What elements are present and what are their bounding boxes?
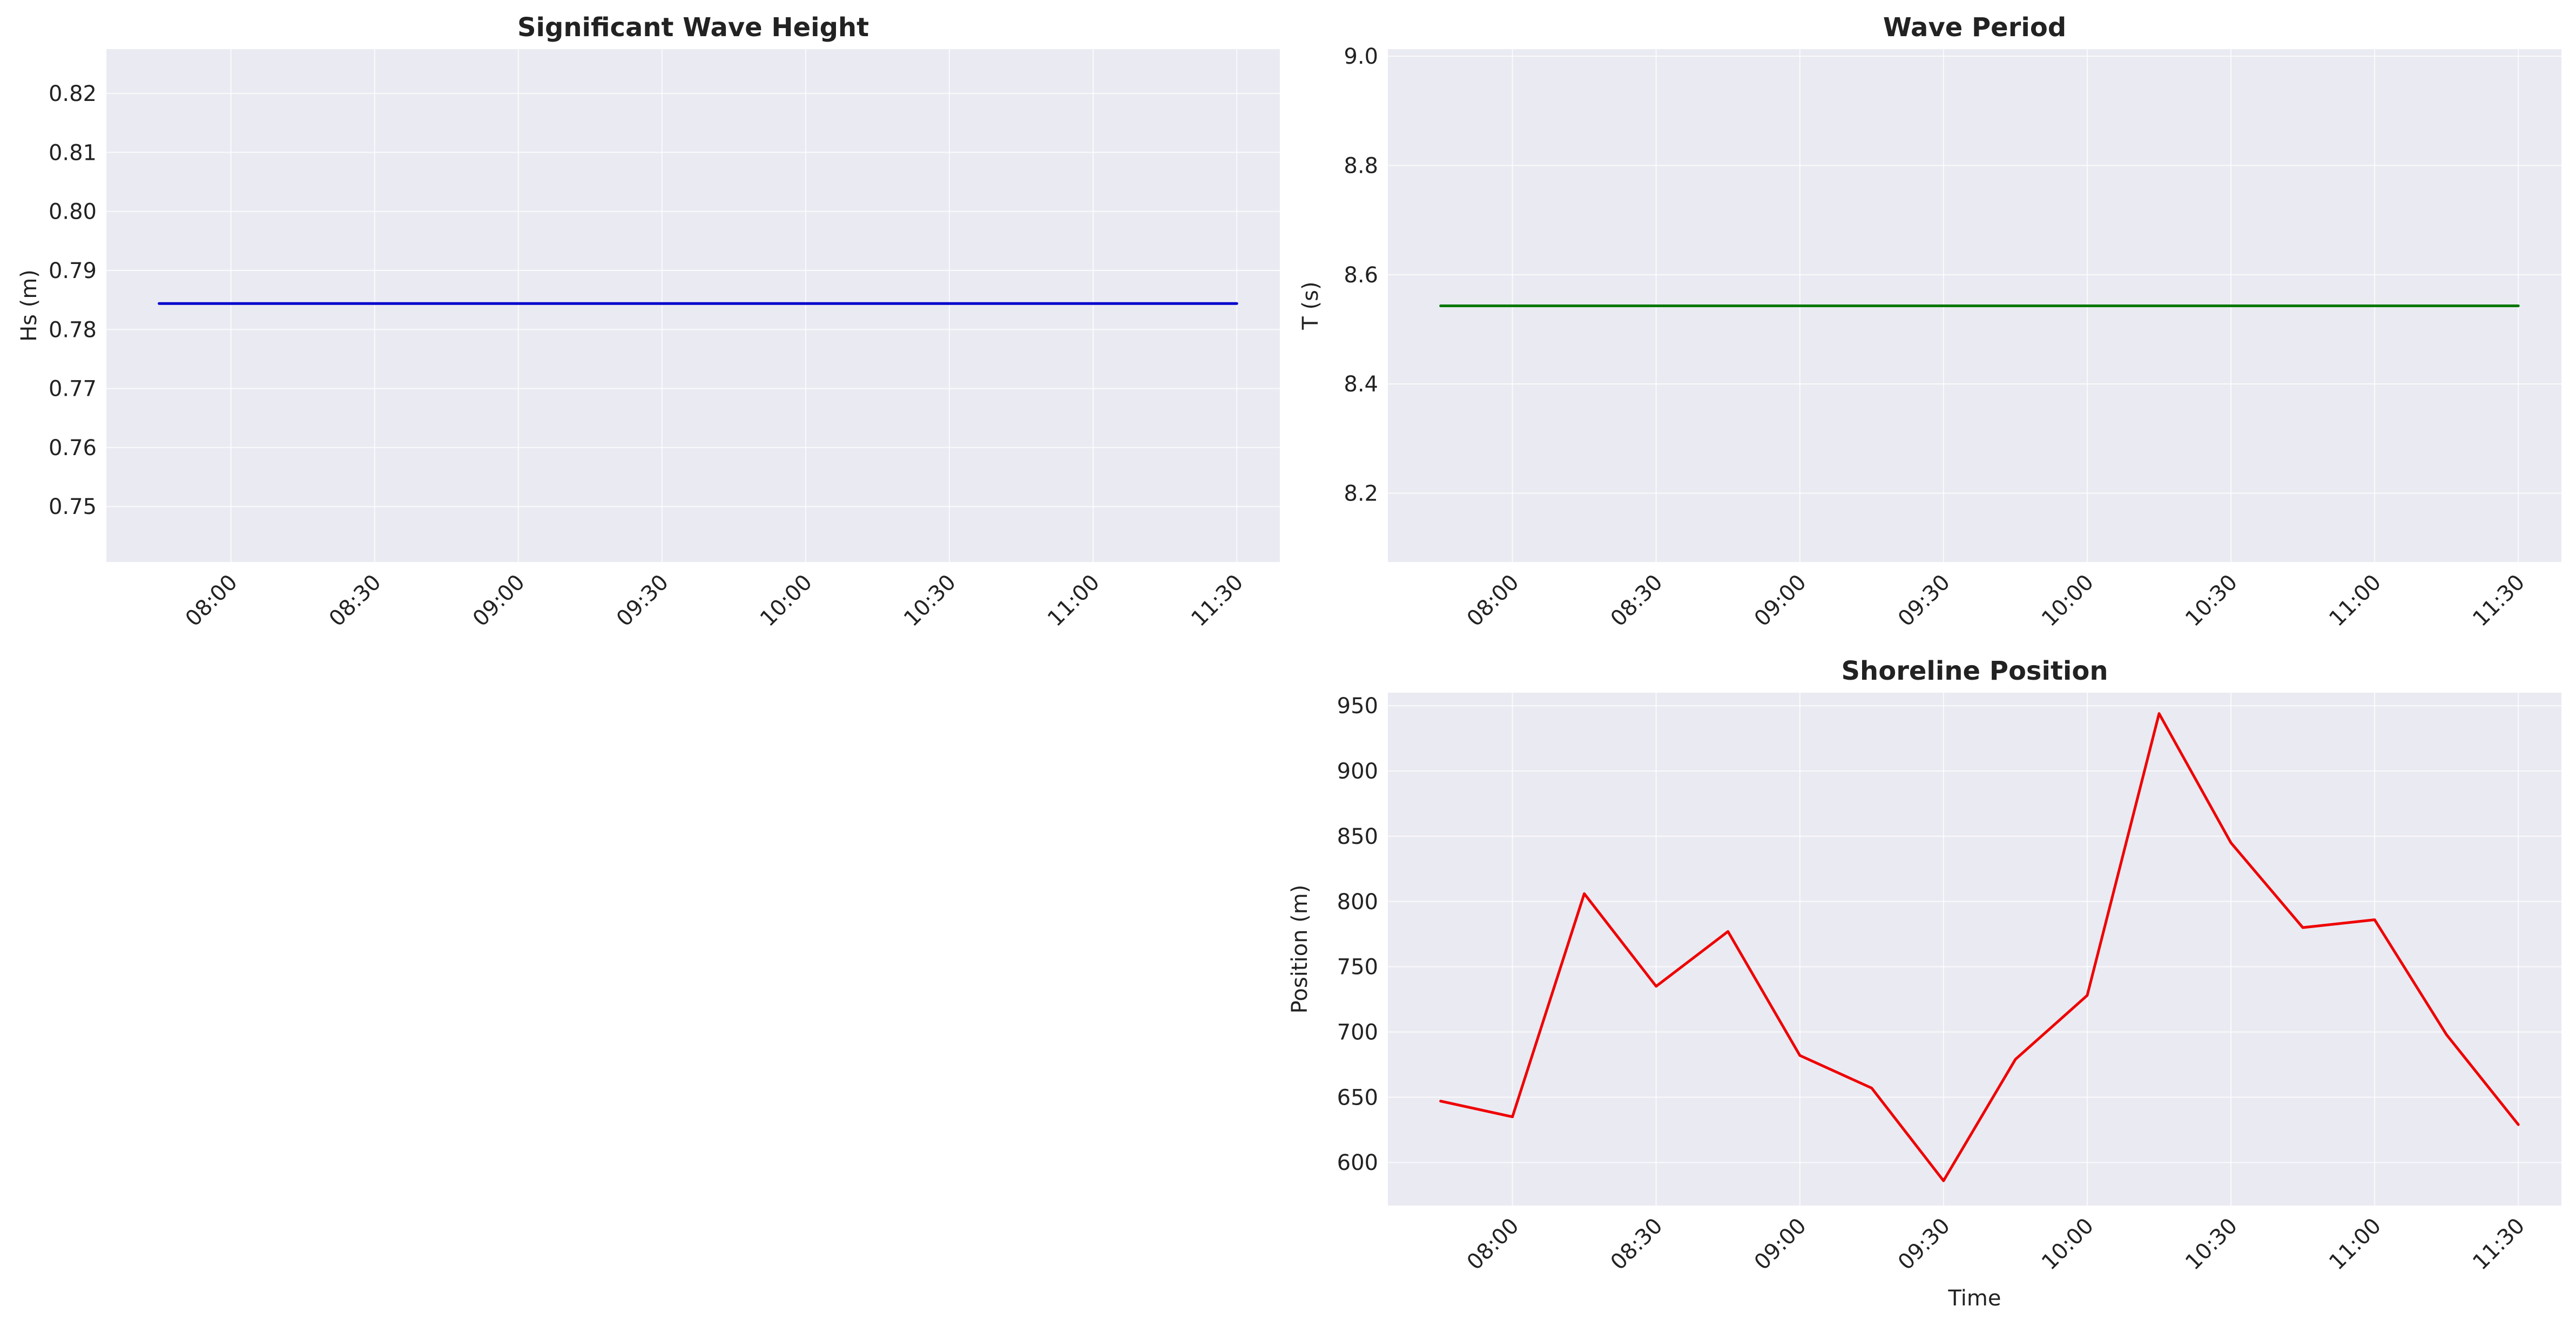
wave-height-y-tick-label: 0.79 bbox=[49, 259, 97, 283]
wave-height-plot-area bbox=[106, 49, 1280, 562]
shoreline-series-line bbox=[1439, 712, 2520, 1182]
wave-height-y-tick-label: 0.78 bbox=[49, 317, 97, 342]
shoreline-y-tick-label: 650 bbox=[1337, 1085, 1378, 1110]
shoreline-title: Shoreline Position bbox=[1841, 656, 2108, 686]
shoreline-y-tick-label: 900 bbox=[1337, 759, 1378, 784]
wave-period-y-tick-label: 8.8 bbox=[1344, 153, 1378, 178]
wave-height-y-tick-label: 0.77 bbox=[49, 377, 97, 402]
shoreline-y-tick-label: 600 bbox=[1337, 1150, 1378, 1175]
wave-height-y-tick-label: 0.76 bbox=[49, 436, 97, 461]
shoreline-y-tick-label: 950 bbox=[1337, 694, 1378, 719]
wave-height-y-tick-label: 0.81 bbox=[49, 140, 97, 165]
wave-period-y-tick-label: 8.2 bbox=[1344, 482, 1378, 506]
wave-height-title: Significant Wave Height bbox=[517, 12, 869, 43]
shoreline-y-tick-label: 750 bbox=[1337, 955, 1378, 980]
wave-period-y-tick-label: 8.6 bbox=[1344, 263, 1378, 288]
wave-period-chart: 08:00 08:30 09:00 09:30 10:00 10:30 11:00 11:30… bbox=[1298, 12, 2561, 632]
wave-height-y-tick-label: 0.80 bbox=[49, 200, 97, 225]
shoreline-x-axis-label: Time bbox=[1948, 1286, 2001, 1311]
wave-period-y-axis-label: T (s) bbox=[1298, 281, 1323, 330]
shoreline-y-tick-label: 850 bbox=[1337, 824, 1378, 849]
shoreline-y-axis-label: Position (m) bbox=[1287, 885, 1312, 1014]
wave-period-title: Wave Period bbox=[1883, 12, 2066, 43]
wave-period-y-tick-label: 9.0 bbox=[1344, 44, 1378, 69]
wave-height-y-tick-label: 0.75 bbox=[49, 495, 97, 519]
shoreline-y-tick-label: 700 bbox=[1337, 1020, 1378, 1045]
shoreline-y-tick-label: 800 bbox=[1337, 890, 1378, 915]
wave-period-y-tick-label: 8.4 bbox=[1344, 372, 1378, 397]
wave-height-y-axis-label: Hs (m) bbox=[17, 269, 42, 342]
wave-height-y-tick-label: 0.82 bbox=[49, 82, 97, 106]
shoreline-plot-area bbox=[1388, 693, 2561, 1206]
wave-height-chart: 08:00 08:30 09:00 09:30 10:00 10:30 11:00 11:30… bbox=[17, 12, 1280, 632]
